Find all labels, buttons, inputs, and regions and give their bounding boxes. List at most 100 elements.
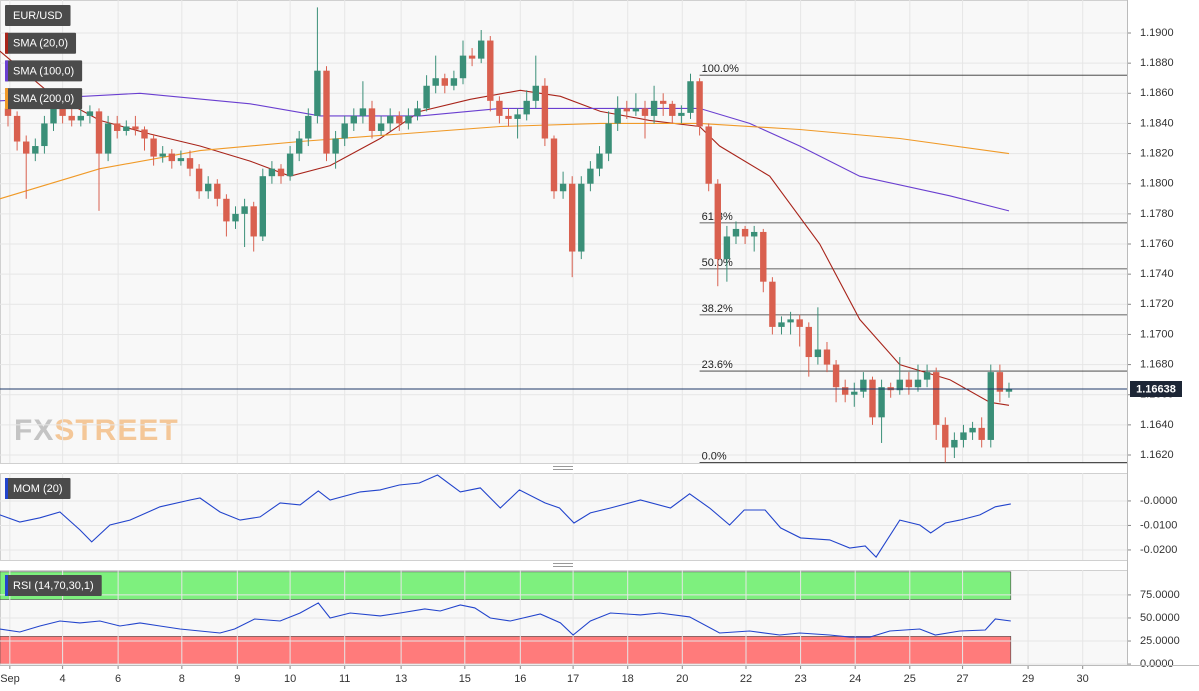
candle-body: [477, 40, 485, 59]
candle-body: [750, 231, 758, 237]
candle-body: [177, 158, 185, 162]
candle-body: [368, 108, 376, 131]
candle-body: [587, 168, 594, 184]
legend-label: SMA (100,0): [13, 65, 74, 77]
candle-body: [678, 112, 685, 116]
candle-body: [305, 115, 312, 139]
y-tick-label: 1.1680: [1140, 358, 1174, 370]
y-tick-label: 1.1740: [1140, 268, 1174, 280]
candle-body: [23, 141, 30, 154]
candle-body: [869, 379, 876, 418]
y-tick-label: 1.1780: [1140, 208, 1174, 220]
candle-body: [4, 108, 12, 116]
x-tick-label: 9: [234, 673, 240, 685]
fib-label: 100.0%: [702, 63, 740, 75]
candle-body: [769, 281, 776, 327]
y-tick-label: -0.0200: [1140, 544, 1177, 556]
candle-body: [568, 183, 576, 252]
candle-body: [969, 427, 976, 433]
candle-body: [377, 123, 385, 131]
legend-swatch: [5, 478, 8, 499]
candle-body: [687, 81, 694, 113]
candle-body: [250, 206, 257, 237]
candle-body: [623, 108, 630, 112]
candle-body: [605, 123, 612, 154]
candle-body: [632, 108, 640, 112]
panel-grip[interactable]: [553, 563, 573, 567]
candle-body: [659, 100, 667, 104]
watermark: FXSTREET: [14, 414, 179, 447]
candle-body: [241, 206, 248, 214]
y-tick-label: 1.1860: [1140, 87, 1174, 99]
legend-box: [5, 88, 83, 110]
candle-body: [414, 108, 421, 116]
y-tick-label: 1.1820: [1140, 147, 1174, 159]
candle-body: [359, 108, 367, 116]
candle-body: [286, 153, 294, 177]
candle-body: [295, 138, 303, 154]
x-tick-label: 23: [794, 673, 806, 685]
candle-body: [860, 379, 867, 392]
candle-body: [732, 228, 740, 237]
watermark-part: FX: [14, 414, 54, 447]
legend-item: SMA (200,0): [5, 88, 83, 110]
momentum-panel: [0, 473, 1128, 561]
y-tick-label: 25.0000: [1140, 635, 1180, 647]
candle-body: [996, 372, 1004, 392]
candle-body: [760, 231, 767, 282]
candle-body: [669, 103, 676, 116]
candle-body: [978, 427, 985, 440]
candle-body: [277, 168, 285, 177]
indicator-line: [0, 50, 1010, 406]
candle-body: [405, 115, 412, 124]
candle-body: [823, 349, 831, 365]
legend-swatch: [5, 575, 8, 596]
candle-body: [523, 100, 530, 115]
panel-layer: [0, 473, 1127, 560]
x-tick-label: 17: [567, 673, 579, 685]
candle-body: [323, 70, 330, 154]
y-tick-label: -0.0100: [1140, 519, 1177, 531]
candle-body: [59, 108, 66, 116]
candle-body: [923, 372, 931, 380]
candle-body: [960, 432, 967, 440]
candle-body: [168, 153, 176, 162]
candle-body: [95, 111, 103, 154]
candle-body: [578, 183, 585, 252]
legend-item: RSI (14,70,30,1): [5, 575, 102, 596]
candle-body: [878, 387, 885, 418]
legend-label: RSI (14,70,30,1): [13, 580, 94, 592]
candle-body: [496, 100, 503, 116]
candle-body: [1005, 388, 1013, 392]
candle-body: [159, 153, 166, 157]
legend-label: SMA (20,0): [13, 38, 68, 50]
candle-body: [787, 319, 794, 323]
candle-body: [541, 85, 549, 139]
candle-body: [942, 424, 949, 448]
candle-body: [332, 138, 339, 154]
candle-body: [714, 183, 721, 260]
x-tick-label: 27: [956, 673, 968, 685]
x-tick-label: 22: [740, 673, 752, 685]
legend-item: EUR/USD: [5, 5, 71, 26]
candle-body: [132, 126, 139, 130]
candle-body: [832, 364, 840, 388]
candle-body: [214, 183, 221, 199]
indicator-line: [0, 474, 1011, 558]
candle-body: [341, 123, 348, 139]
legend-item: MOM (20): [5, 478, 71, 499]
panel-grip[interactable]: [553, 466, 573, 470]
candle-body: [723, 236, 731, 260]
x-tick-label: 10: [284, 673, 296, 685]
candle-body: [505, 115, 512, 119]
candle-body: [123, 126, 130, 131]
legend-box: [5, 575, 102, 596]
x-tick-label: 6: [115, 673, 121, 685]
candle-body: [386, 115, 394, 124]
candle-body: [468, 55, 476, 59]
candle-body: [13, 115, 21, 142]
candle-body: [914, 379, 922, 388]
candle-body: [696, 81, 703, 127]
